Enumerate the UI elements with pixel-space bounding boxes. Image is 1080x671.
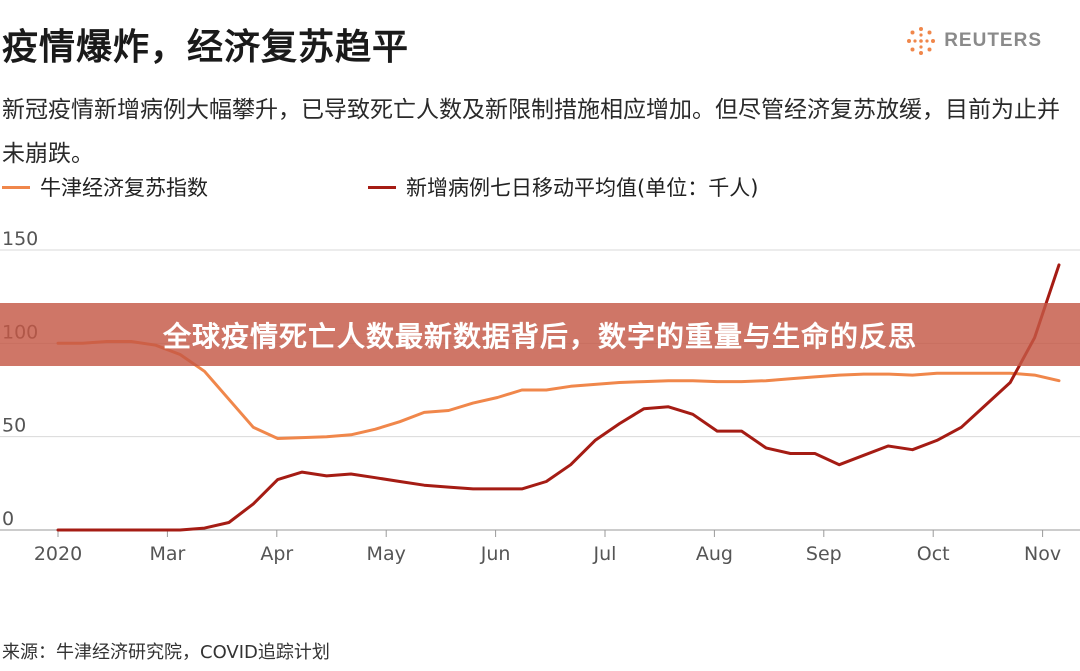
series-line-new-cases bbox=[56, 263, 1061, 532]
headline-banner: 全球疫情死亡人数最新数据背后，数字的重量与生命的反思 bbox=[0, 303, 1080, 366]
x-tick-label: Oct bbox=[917, 543, 950, 565]
legend-label-cases: 新增病例七日移动平均值(单位：千人) bbox=[406, 176, 759, 200]
y-tick-label: 150 bbox=[2, 228, 38, 250]
logo-text: REUTERS bbox=[944, 30, 1042, 51]
x-tick-label: Jul bbox=[593, 543, 617, 565]
series-line-recovery-index bbox=[56, 340, 1061, 440]
x-tick-label: Mar bbox=[149, 543, 185, 565]
y-tick-label: 0 bbox=[2, 508, 14, 530]
chart-subtitle: 新冠疫情新增病例大幅攀升，已导致死亡人数及新限制措施相应增加。但尽管经济复苏放缓… bbox=[2, 97, 1060, 167]
x-tick-label: Nov bbox=[1024, 543, 1061, 565]
legend-item-recovery: 牛津经济复苏指数 bbox=[2, 172, 208, 202]
source-note: 来源：牛津经济研究院，COVID追踪计划 bbox=[2, 642, 330, 663]
legend-swatch-cases bbox=[368, 185, 396, 189]
legend: 牛津经济复苏指数 新增病例七日移动平均值(单位：千人) bbox=[0, 172, 1080, 202]
legend-swatch-recovery bbox=[2, 185, 30, 189]
x-tick-label: Sep bbox=[806, 543, 842, 565]
x-tick-label: May bbox=[367, 543, 406, 565]
legend-item-cases: 新增病例七日移动平均值(单位：千人) bbox=[368, 172, 758, 202]
reuters-logo: REUTERS bbox=[906, 26, 1042, 56]
y-tick-label: 50 bbox=[2, 415, 26, 437]
x-tick-label: Apr bbox=[260, 543, 293, 565]
banner-text: 全球疫情死亡人数最新数据背后，数字的重量与生命的反思 bbox=[162, 319, 917, 353]
x-tick-label: 2020 bbox=[34, 543, 82, 565]
chart-title: 疫情爆炸，经济复苏趋平 bbox=[2, 27, 410, 68]
x-tick-label: Jun bbox=[480, 543, 511, 565]
reuters-dot-ring-icon bbox=[907, 27, 936, 55]
x-tick-label: Aug bbox=[696, 543, 733, 565]
legend-label-recovery: 牛津经济复苏指数 bbox=[40, 176, 208, 200]
